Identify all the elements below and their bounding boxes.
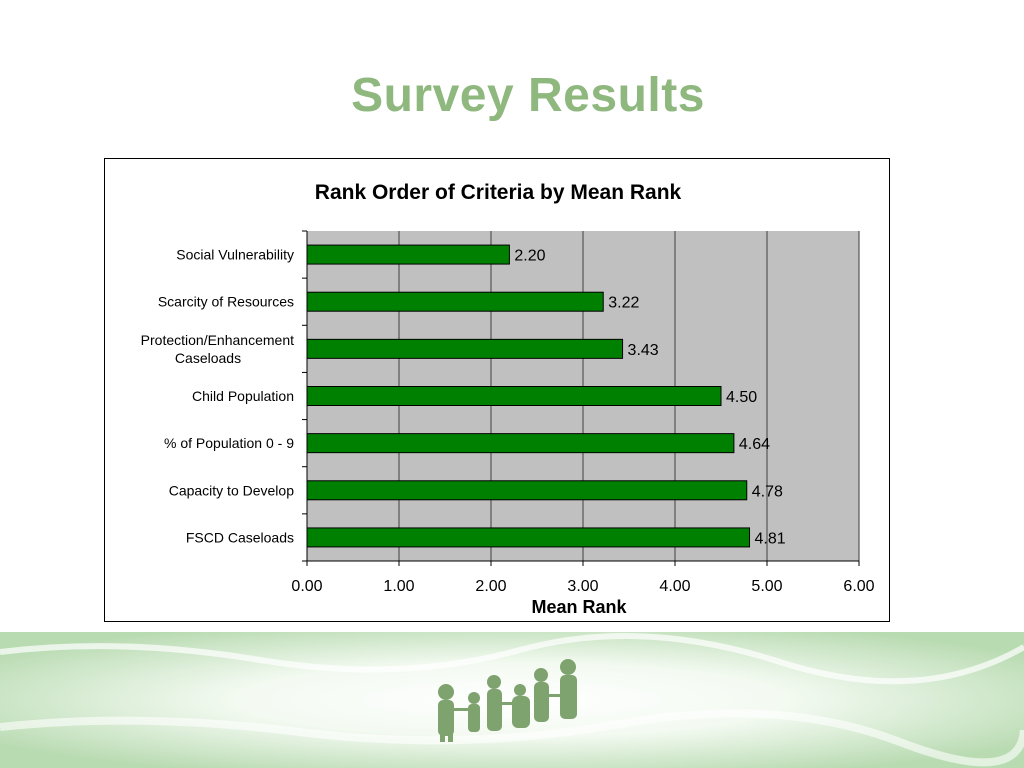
category-label: Protection/Enhancement	[141, 332, 294, 348]
category-label: Social Vulnerability	[176, 247, 294, 263]
category-label: % of Population 0 - 9	[164, 435, 294, 451]
bar-chart: Rank Order of Criteria by Mean Rank 0.00 1…	[141, 181, 875, 617]
bar	[306, 244, 510, 265]
category-label: Scarcity of Resources	[158, 294, 294, 310]
x-tick-label: 0.00	[291, 578, 322, 595]
x-tick-label: 1.00	[383, 578, 414, 595]
wave-decoration	[0, 709, 1024, 767]
x-tick-label: 4.00	[659, 578, 690, 595]
bar	[306, 527, 751, 548]
bar-value-label: 4.81	[755, 530, 786, 547]
x-tick-label: 2.00	[475, 578, 506, 595]
chart-frame: Rank Order of Criteria by Mean Rank 0.00 1…	[104, 158, 890, 622]
chart-title: Rank Order of Criteria by Mean Rank	[315, 181, 682, 204]
x-tick-label: 5.00	[751, 578, 782, 595]
bar	[306, 291, 604, 312]
family-silhouette-banner	[0, 632, 1024, 768]
bar-value-label: 4.64	[739, 436, 770, 453]
people-silhouette-icon	[438, 659, 577, 742]
bar-value-label: 3.43	[628, 342, 659, 359]
x-tick-label: 3.00	[567, 578, 598, 595]
bar-value-label: 3.22	[608, 295, 639, 312]
category-label: Child Population	[192, 388, 294, 404]
x-axis-title: Mean Rank	[531, 597, 627, 617]
slide-title: Survey Results	[351, 69, 705, 122]
wave-decoration	[0, 633, 1024, 685]
bar	[306, 386, 722, 406]
bar-value-label: 4.78	[752, 483, 783, 500]
bar-value-label: 4.50	[726, 389, 757, 406]
footer-decoration	[0, 632, 1024, 768]
bar	[306, 433, 735, 454]
category-label: Caseloads	[175, 350, 241, 366]
x-tick-label: 6.00	[843, 578, 874, 595]
bar-value-label: 2.20	[514, 248, 545, 265]
category-label: FSCD Caseloads	[186, 529, 294, 545]
bar	[306, 480, 748, 501]
bar	[306, 338, 624, 359]
category-label: Capacity to Develop	[169, 482, 295, 498]
